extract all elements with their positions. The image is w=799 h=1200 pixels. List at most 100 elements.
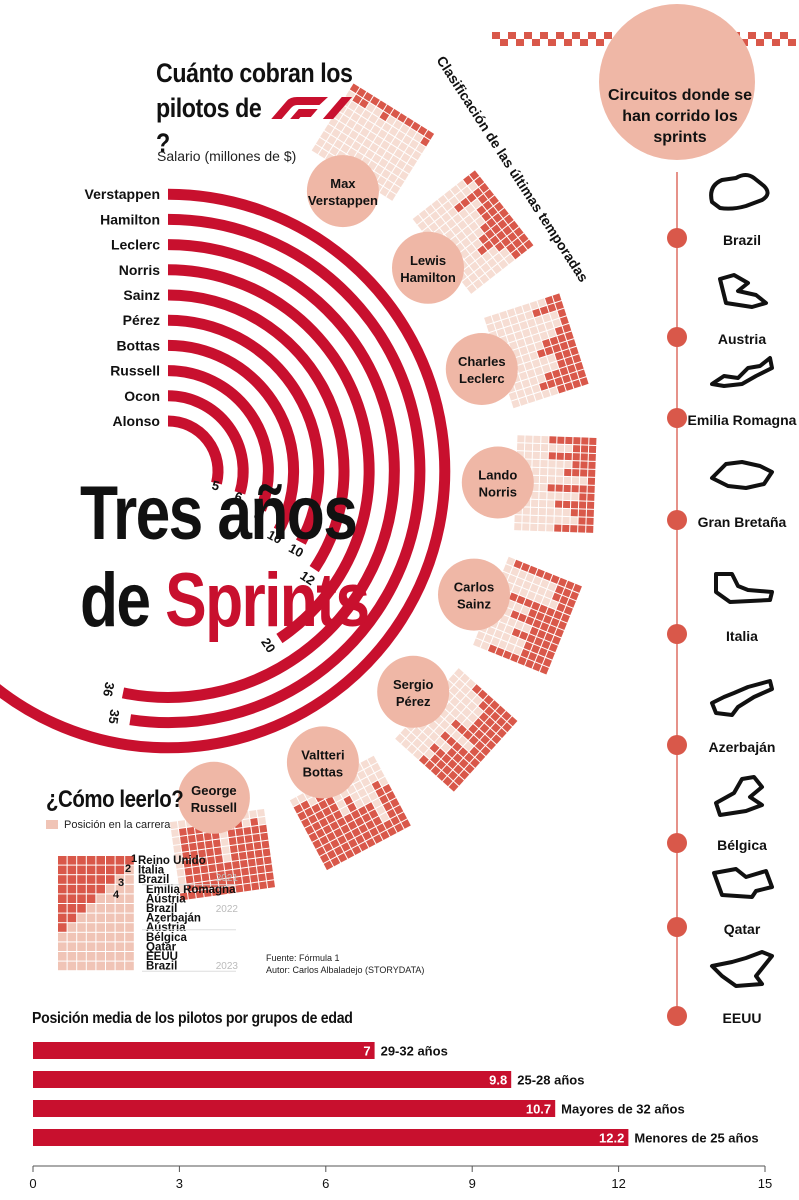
ranking-cell (528, 651, 538, 662)
ranking-cell (488, 246, 499, 257)
ranking-cell (334, 846, 344, 856)
howto-cell (106, 865, 115, 875)
ranking-cell (580, 461, 588, 469)
driver-last-name: Russell (191, 800, 237, 815)
ranking-cell (489, 235, 500, 246)
ranking-cell (522, 507, 530, 515)
ranking-cell (316, 846, 326, 856)
ranking-cell (357, 788, 368, 798)
howto-cell (67, 952, 77, 961)
ranking-cell (516, 363, 526, 373)
ranking-cell (537, 323, 547, 333)
ranking-cell (361, 109, 372, 120)
checker-square (604, 32, 612, 39)
ranking-cell (361, 813, 372, 823)
ranking-cell (513, 227, 524, 237)
ranking-cell (535, 568, 545, 578)
ranking-cell (520, 648, 530, 659)
ranking-cell (203, 889, 212, 898)
ranking-cell (536, 348, 546, 358)
ranking-cell (359, 98, 369, 109)
ranking-cell (375, 769, 385, 780)
salary-driver-label: Russell (110, 363, 160, 379)
ranking-cell (351, 141, 362, 151)
ranking-cell (406, 732, 417, 743)
ranking-cell (555, 301, 564, 310)
ranking-cell (569, 591, 579, 601)
ranking-cell (480, 734, 491, 745)
ranking-cell (363, 91, 374, 102)
circuit-name: Gran Bretaña (697, 514, 787, 530)
ranking-cell (331, 128, 341, 139)
ranking-cell (463, 175, 473, 186)
ranking-cell (252, 833, 261, 842)
ranking-cell (574, 361, 584, 371)
howto-cell (67, 884, 77, 894)
ranking-cell (447, 759, 458, 770)
ranking-cell (501, 632, 511, 642)
checker-square (556, 32, 564, 39)
ranking-cell (348, 130, 359, 140)
ranking-cell (507, 574, 517, 584)
ranking-cell (322, 824, 333, 835)
driver-first-name: Sergio (393, 677, 434, 692)
ranking-cell (379, 111, 390, 122)
ranking-cell (487, 644, 498, 654)
ranking-cell (289, 797, 300, 807)
ranking-cell (449, 685, 460, 696)
ranking-cell (232, 860, 240, 869)
ranking-cell (369, 142, 379, 153)
ranking-cell (221, 846, 230, 855)
howto-cell (115, 875, 125, 884)
ranking-cell (544, 321, 554, 331)
ranking-cell (357, 770, 367, 780)
age-axis-tick-label: 0 (29, 1176, 36, 1191)
ranking-cell (480, 262, 491, 273)
ranking-cell (526, 369, 536, 378)
ranking-cell (550, 617, 560, 627)
ranking-cell (549, 336, 559, 346)
ranking-cell (204, 840, 213, 849)
ranking-cell (481, 211, 492, 222)
ranking-cell (323, 860, 334, 871)
howto-cell (96, 884, 105, 894)
emilia-romagna-circuit-icon (710, 356, 774, 388)
ranking-cell (499, 310, 509, 320)
ranking-cell (517, 613, 527, 623)
ranking-cell (509, 315, 519, 325)
circuit-name: Qatar (723, 921, 761, 937)
ranking-cell (451, 730, 462, 741)
ranking-cell (379, 186, 390, 197)
checker-square (572, 32, 580, 39)
ranking-cell (178, 828, 187, 836)
ranking-cell (171, 829, 179, 838)
ranking-cell (562, 588, 572, 598)
howto-cell (106, 942, 115, 951)
ranking-cell (189, 842, 198, 851)
driver-last-name: Norris (479, 485, 517, 500)
ranking-cell (588, 453, 596, 461)
ranking-cell (525, 435, 533, 443)
ranking-cell (503, 564, 513, 574)
ranking-cell (472, 187, 483, 198)
ranking-cell (548, 468, 556, 476)
ranking-cell (571, 485, 579, 493)
ranking-cell (380, 830, 390, 841)
salary-arc (167, 365, 274, 512)
ranking-cell (384, 133, 395, 144)
ranking-cell (453, 764, 464, 775)
ranking-cell (409, 139, 419, 150)
howto-cell (86, 856, 96, 865)
ranking-cell (467, 712, 478, 723)
age-bar (33, 1100, 556, 1117)
ranking-cell (472, 695, 483, 706)
howto-cell (115, 932, 125, 942)
ranking-cell (476, 205, 487, 216)
ranking-cell (536, 374, 546, 384)
ranking-cell (570, 501, 579, 509)
main-title-line2: pilotos de ? (156, 91, 362, 161)
ranking-cell (365, 102, 376, 113)
howto-cell (86, 875, 96, 884)
ranking-cell (556, 384, 566, 394)
ranking-cell (199, 857, 208, 866)
